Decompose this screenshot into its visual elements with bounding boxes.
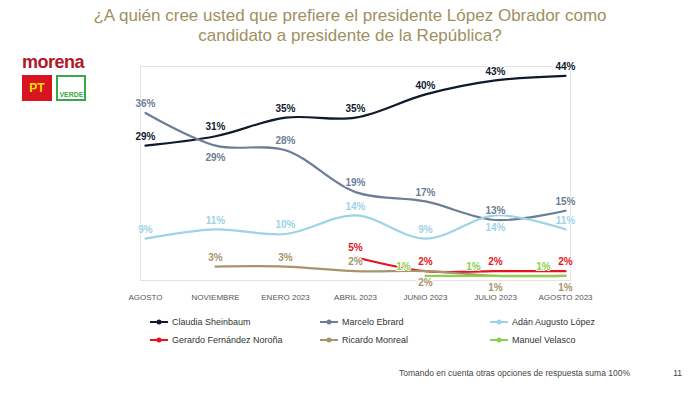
svg-text:AGOSTO: AGOSTO	[128, 293, 162, 302]
html-text:¿A quién cree usted que prefie: ¿A quién cree usted que prefiere el pres…	[93, 6, 607, 45]
svg-text:1%: 1%	[536, 261, 551, 272]
html-text:Marcelo Ebrard: Marcelo Ebrard	[342, 317, 404, 327]
svg-text:29%: 29%	[205, 152, 225, 163]
svg-text:15%: 15%	[555, 196, 575, 207]
svg-text:35%: 35%	[345, 103, 365, 114]
svg-text:2%: 2%	[558, 256, 573, 267]
html-text:Manuel Velasco: Manuel Velasco	[512, 335, 576, 345]
html-text:morena: morena	[22, 52, 84, 72]
html-text:Claudia Sheinbaum: Claudia Sheinbaum	[172, 317, 251, 327]
svg-text:2%: 2%	[418, 256, 433, 267]
html-text:PT: PT	[29, 81, 45, 95]
svg-text:AGOSTO 2023: AGOSTO 2023	[538, 293, 593, 302]
html-text:Tomando en cuenta otras opcion: Tomando en cuenta otras opciones de resp…	[398, 368, 630, 378]
svg-text:43%: 43%	[485, 66, 505, 77]
svg-text:35%: 35%	[275, 103, 295, 114]
svg-text:1%: 1%	[466, 261, 481, 272]
svg-text:19%: 19%	[345, 177, 365, 188]
svg-text:31%: 31%	[205, 121, 225, 132]
html-text:VERDE: VERDE	[59, 91, 84, 98]
svg-text:5%: 5%	[348, 242, 363, 253]
svg-text:9%: 9%	[138, 224, 153, 235]
svg-text:ENERO 2023: ENERO 2023	[261, 293, 310, 302]
svg-text:JUNIO 2023: JUNIO 2023	[403, 293, 448, 302]
svg-text:44%: 44%	[555, 61, 575, 72]
svg-text:1%: 1%	[558, 282, 573, 293]
svg-text:13%: 13%	[485, 205, 505, 216]
svg-text:10%: 10%	[275, 219, 295, 230]
html-text:Gerardo Fernández Noroña: Gerardo Fernández Noroña	[172, 335, 283, 345]
svg-text:1%: 1%	[488, 282, 503, 293]
svg-text:14%: 14%	[345, 201, 365, 212]
svg-text:1%: 1%	[396, 261, 411, 272]
svg-text:11%: 11%	[206, 215, 226, 226]
svg-text:2%: 2%	[488, 256, 503, 267]
svg-text:17%: 17%	[415, 187, 435, 198]
html-text:Ricardo Monreal: Ricardo Monreal	[342, 335, 408, 345]
svg-text:9%: 9%	[418, 224, 433, 235]
svg-text:28%: 28%	[275, 135, 295, 146]
svg-text:36%: 36%	[135, 98, 155, 109]
svg-text:NOVIEMBRE: NOVIEMBRE	[191, 293, 239, 302]
html-text:11: 11	[673, 368, 682, 378]
svg-text:JULIO 2023: JULIO 2023	[474, 293, 517, 302]
svg-text:2%: 2%	[418, 277, 433, 288]
svg-text:29%: 29%	[135, 131, 155, 142]
svg-text:3%: 3%	[208, 252, 223, 263]
svg-text:11%: 11%	[556, 215, 576, 226]
svg-text:3%: 3%	[278, 252, 293, 263]
html-text:Adán Augusto López: Adán Augusto López	[512, 317, 596, 327]
svg-text:ABRIL 2023: ABRIL 2023	[334, 293, 377, 302]
svg-text:40%: 40%	[415, 80, 435, 91]
svg-text:14%: 14%	[485, 222, 505, 233]
svg-text:2%: 2%	[348, 256, 363, 267]
